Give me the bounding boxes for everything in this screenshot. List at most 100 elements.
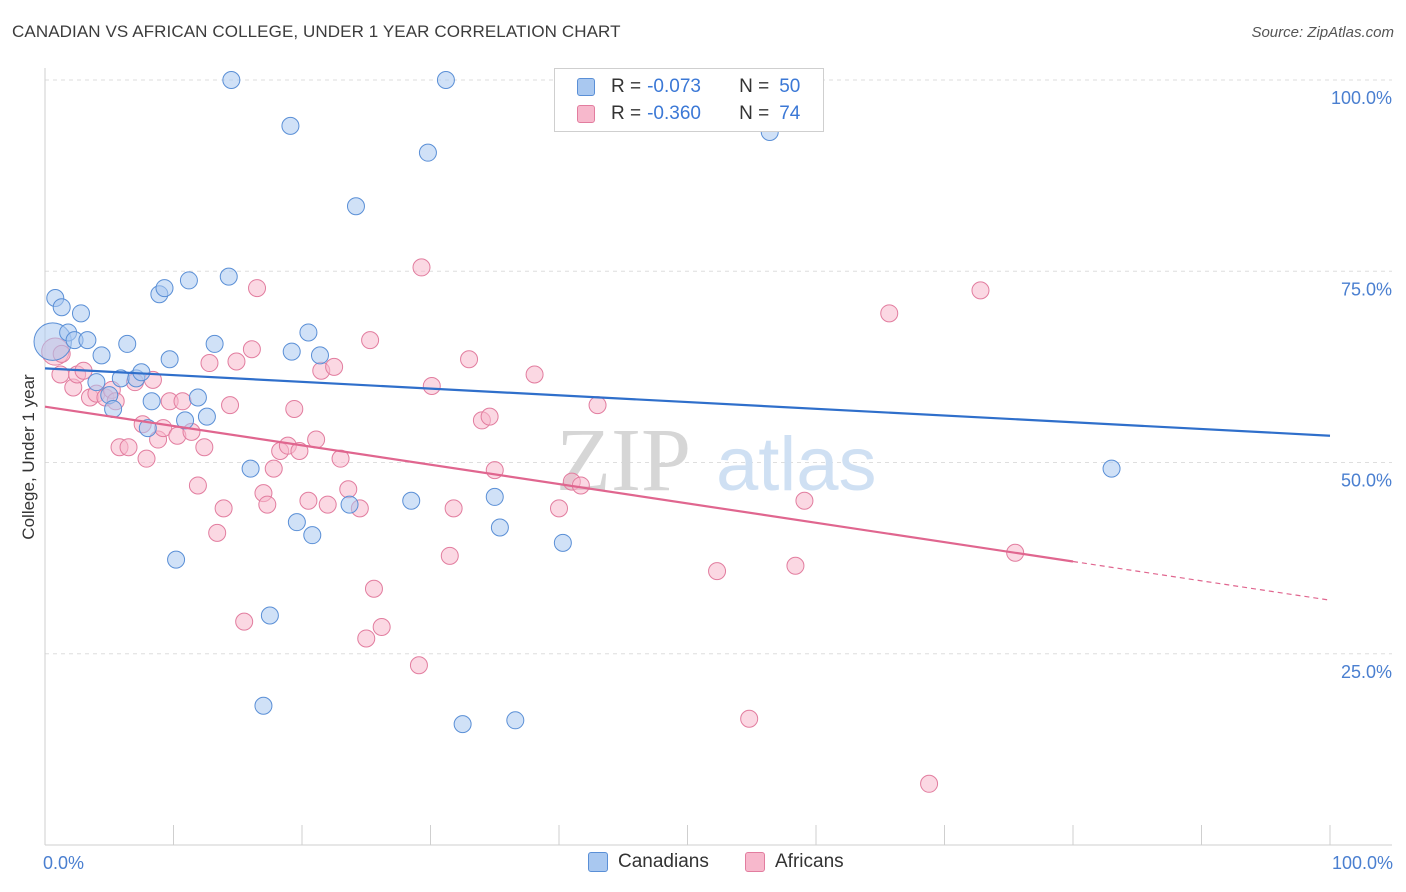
canadians-point (167, 550, 186, 569)
africans-point (299, 491, 318, 510)
africans-point (971, 281, 990, 300)
canadians-point (485, 487, 504, 506)
legend-swatch-blue (577, 78, 595, 96)
africans-point (550, 499, 568, 518)
legend-swatch-pink (577, 105, 595, 123)
canadians-points (33, 71, 1121, 734)
africans-point (409, 656, 428, 675)
africans-point (795, 491, 814, 510)
legend-r-label: R = (611, 76, 642, 97)
canadians-point (402, 491, 421, 510)
canadians-point (282, 342, 301, 361)
canadians-point (299, 323, 318, 342)
africans-point (361, 331, 380, 350)
y-tick-label: 50.0% (1341, 471, 1392, 491)
canadians-point (155, 279, 174, 298)
canadians-point (553, 533, 572, 552)
canadians-point (87, 373, 106, 392)
africans-point (357, 629, 376, 648)
y-tick-label: 25.0% (1341, 662, 1392, 682)
canadians-point (303, 526, 322, 545)
canadians-point (254, 696, 273, 715)
canadians-point (71, 304, 90, 323)
canadians-trend-line (44, 367, 1331, 437)
canadians-point (241, 459, 260, 478)
africans-point (285, 399, 304, 418)
canadians-point (142, 392, 161, 411)
canadians-point (92, 346, 111, 365)
africans-point (440, 546, 459, 565)
africans-trend-extension (1072, 560, 1331, 601)
africans-point (290, 442, 309, 461)
canadians-point (346, 197, 365, 216)
legend-row-canadians: R = -0.073 N = 50 (577, 74, 800, 100)
africans-point (258, 495, 277, 514)
legend-n-label: N = (739, 103, 770, 124)
canadians-point (78, 331, 97, 350)
canadians-point (222, 71, 241, 89)
canadians-point (506, 711, 525, 730)
canadians-point (310, 346, 329, 365)
africans-point (708, 562, 727, 581)
africans-point (195, 438, 214, 457)
legend-n-label: N = (739, 76, 770, 97)
africans-point (480, 407, 499, 426)
africans-point (588, 396, 607, 415)
canadians-point (219, 267, 238, 286)
legend-item-africans[interactable]: Africans (745, 851, 844, 873)
africans-point (318, 495, 337, 514)
africans-trend-line (44, 405, 1074, 563)
canadians-point (260, 606, 279, 625)
x-tick-label: 0.0% (43, 853, 84, 873)
africans-point (221, 396, 240, 415)
canadians-point (281, 116, 300, 135)
africans-point (525, 365, 544, 384)
legend-label-canadians: Canadians (618, 851, 709, 872)
trend-lines (44, 367, 1331, 601)
africans-point (264, 459, 283, 478)
y-tick-label: 75.0% (1341, 279, 1392, 299)
africans-point (880, 304, 899, 323)
canadians-point (453, 715, 472, 734)
legend-n-value: 50 (779, 76, 801, 97)
africans-point (325, 357, 344, 376)
canadians-point (490, 518, 509, 537)
africans-point (444, 499, 463, 518)
canadians-point (340, 495, 359, 514)
canadians-point (287, 513, 306, 532)
legend-n-value: 74 (779, 103, 801, 124)
africans-point (227, 352, 246, 371)
canadians-point (160, 350, 179, 369)
canadians-point (118, 334, 137, 353)
watermark-zip: ZIP (556, 411, 691, 510)
series-legend: Canadians Africans (0, 851, 1406, 877)
canadians-point (436, 71, 455, 89)
canadians-point (176, 411, 195, 430)
canadians-point (1102, 459, 1121, 478)
axes (44, 68, 1392, 846)
legend-swatch-canadians (588, 852, 608, 872)
africans-point (786, 556, 805, 575)
legend-swatch-africans (745, 852, 765, 872)
canadians-point (104, 399, 123, 418)
africans-point (188, 476, 207, 495)
legend-r-label: R = (611, 103, 642, 124)
africans-point (422, 377, 441, 395)
legend-item-canadians[interactable]: Canadians (588, 851, 709, 873)
africans-points (41, 258, 1025, 793)
africans-point (248, 279, 267, 298)
canadians-point (418, 143, 437, 162)
tick-labels: 25.0% 50.0% 75.0% 100.0% 0.0% 100.0% (43, 88, 1393, 873)
y-axis-label: College, Under 1 year (19, 374, 38, 540)
africans-point (339, 480, 358, 499)
x-tick-label: 100.0% (1332, 853, 1393, 873)
africans-point (235, 612, 254, 631)
africans-point (920, 774, 939, 793)
africans-point (740, 709, 759, 728)
africans-point (119, 438, 138, 457)
canadians-point (188, 388, 207, 407)
africans-point (364, 579, 383, 598)
africans-point (208, 523, 227, 542)
africans-point (372, 617, 391, 636)
africans-point (242, 340, 261, 359)
